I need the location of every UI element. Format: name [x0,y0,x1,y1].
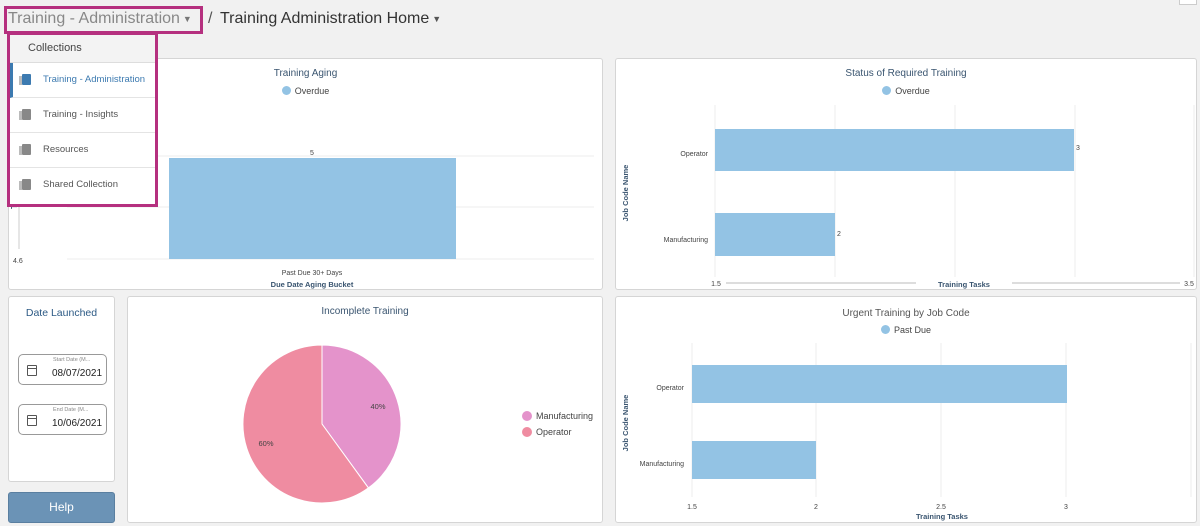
chevron-down-icon: ▼ [432,13,442,24]
x-axis-label: Training Tasks [938,280,990,289]
category-label: Operator [656,385,684,392]
urgent-training-panel: Urgent Training by Job Code Past Due Job… [615,296,1197,523]
document-icon [19,74,31,85]
top-bar: Training - Administration ▼ / Training Ad… [0,0,1200,40]
chart-title: Urgent Training by Job Code [842,308,970,319]
urgent-training-chart: Job Code Name Operator Manufacturing 1.5… [621,343,1192,521]
category-label: Manufacturing [640,461,684,468]
chart-legend[interactable]: Past Due [616,325,1196,335]
incomplete-training-chart: 40% 60% Manufacturing Operator [242,344,593,504]
bar-operator [715,129,1074,171]
collection-item-shared-collection[interactable]: Shared Collection [10,168,155,203]
bar-manufacturing [692,441,816,479]
collection-item-label: Shared Collection [43,179,118,190]
x-tick-label: Past Due 30+ Days [282,270,343,277]
start-date-field[interactable]: Start Date (M... 08/07/2021 [18,354,107,385]
page-title: Training Administration Home [220,10,430,27]
start-date-value: 08/07/2021 [52,368,103,379]
collection-selector[interactable]: Training - Administration ▼ [8,10,192,28]
x-tick-label: 2 [814,504,818,511]
calendar-icon[interactable] [27,415,37,426]
collection-item-training-administration[interactable]: Training - Administration [10,63,155,98]
collections-dropdown-header: Collections [10,35,155,63]
breadcrumb-separator: / [208,10,213,27]
required-training-panel: Status of Required Training Overdue Job … [615,58,1197,290]
document-icon [19,144,31,155]
page-selector[interactable]: Training Administration Home ▼ [220,10,441,28]
x-tick-label: 3.5 [1184,281,1194,288]
bar-manufacturing [715,213,835,256]
legend-dot [882,86,892,95]
filter-title: Date Launched [25,307,98,319]
chevron-down-icon: ▼ [182,13,192,24]
chart-title: Training Aging [273,68,338,79]
chart-title: Incomplete Training [321,306,409,317]
bar-past-due-30 [169,158,456,259]
collection-item-resources[interactable]: Resources [10,133,155,168]
legend-dot [281,86,291,95]
legend-dot [522,427,532,437]
chart-title: Status of Required Training [845,68,967,79]
bar-value-label: 5 [310,150,314,157]
category-label: Manufacturing [664,237,708,244]
y-axis-label: Job Code Name [621,395,630,452]
incomplete-training-panel: Incomplete Training 40% 60% Manufacturin… [127,296,603,523]
collection-item-label: Resources [43,144,89,155]
x-tick-label: 3 [1064,504,1068,511]
bar-value-label: 2 [837,231,841,238]
end-date-value: 10/06/2021 [52,418,103,429]
bar-value-label: 3 [1076,145,1080,152]
legend-label: Operator [536,427,572,437]
legend-label: Overdue [895,86,930,96]
collection-item-label: Training - Administration [43,74,146,85]
y-tick-label: 4.6 [13,258,23,265]
collections-dropdown: Collections Training - Administration Tr… [7,32,158,207]
collection-selector-label: Training - Administration [8,10,180,27]
chart-legend[interactable]: Overdue [616,86,1196,96]
start-date-label: Start Date (M... [53,357,91,363]
calendar-icon[interactable] [27,365,37,376]
y-axis-label: Job Code Name [621,165,630,222]
legend-dot [522,411,532,421]
legend-dot [880,325,890,334]
collection-item-label: Training - Insights [43,109,119,120]
window-corner [1179,0,1197,5]
pie-slice-operator [242,344,370,504]
x-axis-label: Due Date Aging Bucket [271,280,354,289]
date-launched-panel: Date Launched Start Date (M... 08/07/202… [8,296,115,482]
document-icon [19,109,31,120]
legend-label: Past Due [893,325,932,335]
bar-operator [692,365,1067,403]
collection-item-training-insights[interactable]: Training - Insights [10,98,155,133]
pie-percent-label: 60% [258,439,273,448]
pie-percent-label: 40% [370,402,385,411]
required-training-chart: Job Code Name 3 Operator 2 Manufacturing… [621,105,1195,289]
end-date-field[interactable]: End Date (M... 10/06/2021 [18,404,107,435]
chart-legend[interactable]: Overdue [9,86,602,96]
x-tick-label: 1.5 [711,281,721,288]
pie-slice-manufacturing [321,344,402,489]
document-icon [19,179,31,190]
legend-label: Manufacturing [536,411,593,421]
legend-label: Overdue [294,86,330,96]
x-tick-label: 2.5 [936,504,946,511]
highlight-frame-collection [4,6,203,34]
x-axis-label: Training Tasks [916,512,968,521]
help-button[interactable]: Help [8,492,115,523]
end-date-label: End Date (M... [53,407,89,413]
category-label: Operator [680,151,708,158]
x-tick-label: 1.5 [687,504,697,511]
